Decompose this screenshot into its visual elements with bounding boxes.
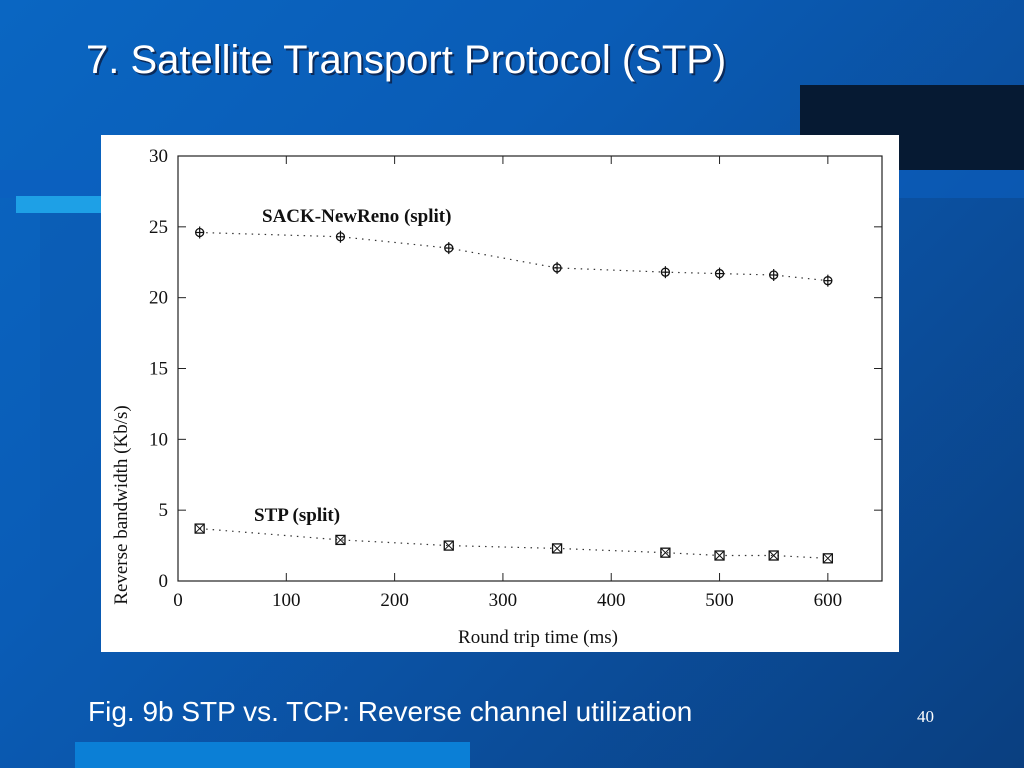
decorative-vertical-block — [40, 213, 100, 768]
x-tick-label: 0 — [173, 590, 183, 611]
series-label-stp: STP (split) — [254, 505, 340, 526]
x-tick-label: 300 — [489, 590, 518, 611]
decorative-cyan-bar — [16, 196, 102, 213]
chart: 0 100 200 300 400 500 600 0 5 10 15 20 25 30 Reverse … — [111, 146, 883, 648]
data-point — [335, 534, 346, 546]
y-tick-label: 25 — [149, 217, 168, 238]
x-axis-label: Round trip time (ms) — [458, 627, 618, 648]
data-point — [822, 553, 833, 564]
series-line — [199, 231, 828, 282]
data-point — [768, 550, 779, 561]
data-point — [823, 274, 833, 287]
slide-number: 40 — [917, 707, 934, 726]
chart-panel: 0 100 200 300 400 500 600 0 5 10 15 20 25 30 Reverse … — [101, 135, 899, 652]
y-tick-label: 15 — [149, 359, 168, 380]
data-point — [194, 523, 205, 534]
data-point — [551, 543, 563, 554]
y-tick-label: 0 — [159, 571, 169, 592]
data-point — [195, 226, 205, 239]
decorative-bottom-bar — [75, 742, 470, 768]
data-point — [769, 269, 779, 281]
slide-title: 7. Satellite Transport Protocol (STP) — [86, 38, 727, 82]
y-tick-label: 10 — [149, 429, 168, 450]
x-tick-label: 500 — [705, 590, 734, 611]
y-tick-label: 20 — [149, 288, 168, 309]
y-axis-label: Reverse bandwidth (Kb/s) — [111, 405, 132, 604]
x-tick-label: 200 — [380, 590, 409, 611]
data-point — [443, 540, 454, 551]
x-tick-label: 100 — [272, 590, 301, 611]
x-tick-label: 400 — [597, 590, 626, 611]
data-point — [660, 266, 671, 279]
plot-series — [194, 226, 833, 564]
data-point — [660, 547, 671, 558]
y-tick-label: 5 — [159, 500, 169, 521]
data-point — [714, 267, 725, 280]
y-tick-label: 30 — [149, 146, 168, 167]
data-point — [714, 550, 725, 561]
data-point — [335, 230, 346, 243]
x-tick-label: 600 — [814, 590, 843, 611]
series-line — [199, 527, 828, 559]
plot-axes: 0 100 200 300 400 500 600 0 5 10 15 20 25 30 — [149, 146, 883, 611]
figure-caption: Fig. 9b STP vs. TCP: Reverse channel uti… — [88, 696, 693, 727]
data-point — [552, 261, 562, 274]
data-point — [444, 242, 454, 255]
series-label-sack-newreno: SACK-NewReno (split) — [262, 206, 451, 227]
